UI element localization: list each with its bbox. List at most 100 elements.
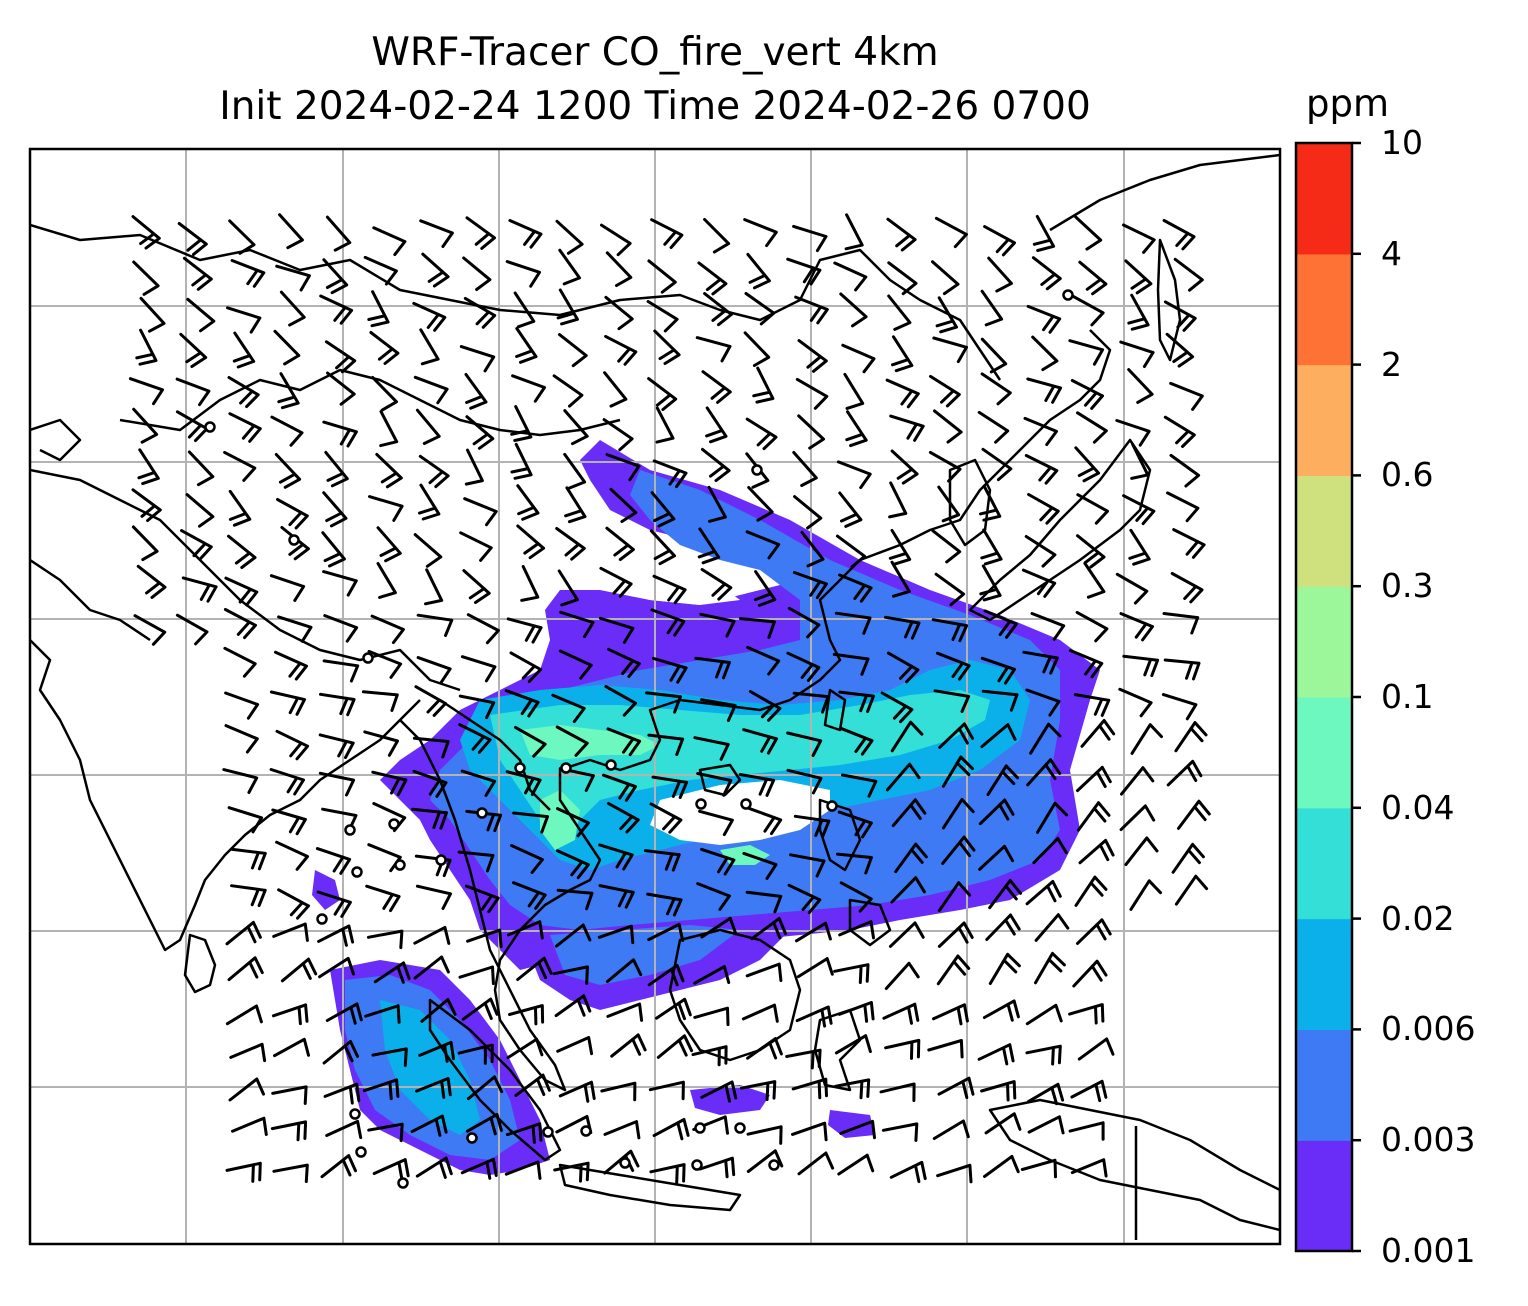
wind-barb bbox=[981, 447, 1013, 482]
wind-barb bbox=[466, 928, 503, 949]
wind-barb bbox=[1161, 693, 1198, 721]
wind-barb bbox=[603, 371, 628, 408]
wind-barb bbox=[748, 690, 782, 722]
wind-barb bbox=[362, 1078, 400, 1101]
wind-barb bbox=[650, 218, 684, 249]
wind-barb bbox=[793, 495, 823, 530]
wind-barb bbox=[934, 216, 968, 249]
wind-barb bbox=[884, 1038, 921, 1060]
wind-barb bbox=[1034, 951, 1066, 985]
wind-barb bbox=[460, 1157, 498, 1180]
wind-barb bbox=[598, 843, 634, 871]
wind-barb bbox=[879, 1082, 916, 1102]
wind-barb bbox=[838, 491, 863, 528]
wind-barb bbox=[516, 956, 553, 981]
wind-barb bbox=[372, 226, 407, 257]
wind-barb bbox=[931, 529, 962, 564]
wind-barb bbox=[652, 574, 687, 605]
wind-barb bbox=[319, 294, 354, 325]
wind-barb bbox=[229, 1042, 267, 1063]
wind-barb bbox=[1075, 610, 1109, 643]
wind-barb bbox=[787, 606, 821, 639]
wind-barb bbox=[984, 1112, 1022, 1135]
wind-barb bbox=[1080, 719, 1116, 748]
wind-barb bbox=[701, 447, 731, 483]
wind-barb bbox=[1077, 1037, 1115, 1061]
wind-barb bbox=[272, 1163, 309, 1183]
wind-barb bbox=[270, 415, 304, 447]
wind-barb bbox=[1078, 838, 1115, 865]
wind-barb bbox=[1026, 304, 1062, 334]
wind-barb bbox=[320, 1154, 357, 1179]
wind-barb bbox=[834, 1034, 872, 1055]
wind-barb bbox=[1076, 801, 1111, 832]
wind-barb bbox=[698, 1156, 736, 1179]
wind-barb bbox=[700, 698, 737, 722]
wind-barb bbox=[322, 570, 358, 597]
wind-barb bbox=[365, 884, 401, 913]
wind-barb bbox=[1076, 411, 1108, 444]
wind-barb bbox=[415, 408, 441, 445]
wind-barb bbox=[1068, 1003, 1105, 1025]
wind-barb bbox=[649, 802, 683, 834]
colorbar-tick-label: 0.001 bbox=[1381, 1231, 1476, 1270]
calm-wind-marker bbox=[580, 1125, 592, 1137]
wind-barb bbox=[880, 691, 914, 724]
wind-barb bbox=[555, 219, 584, 255]
co-tracer-plume bbox=[312, 440, 1100, 1175]
wind-barb bbox=[421, 252, 450, 288]
wind-barb bbox=[555, 725, 589, 757]
wind-barb bbox=[696, 882, 731, 911]
wind-barb bbox=[1122, 494, 1156, 526]
wind-barb bbox=[458, 965, 495, 985]
wind-barb bbox=[1120, 766, 1155, 796]
wind-barb bbox=[792, 451, 818, 487]
wind-barb bbox=[508, 1004, 545, 1026]
wind-barb bbox=[324, 450, 349, 488]
colorbar-segment bbox=[1296, 475, 1352, 587]
wind-barb bbox=[1169, 453, 1201, 488]
wind-barb bbox=[1122, 654, 1160, 678]
colorbar-tick-label: 0.6 bbox=[1381, 455, 1434, 495]
calm-wind-marker bbox=[740, 798, 752, 810]
wind-barb bbox=[841, 343, 876, 374]
wind-barb bbox=[937, 1076, 975, 1099]
wind-barb bbox=[602, 418, 634, 452]
colorbar-segment bbox=[1296, 143, 1352, 255]
wind-barb bbox=[279, 290, 306, 327]
wind-barb bbox=[552, 965, 589, 985]
wind-barb bbox=[556, 888, 594, 911]
wind-barb bbox=[326, 371, 356, 406]
wind-barb bbox=[1118, 687, 1153, 718]
wind-barb bbox=[1130, 443, 1150, 480]
wind-barb bbox=[225, 1161, 262, 1183]
wind-barb bbox=[746, 1149, 784, 1173]
wind-barb bbox=[411, 807, 448, 830]
wind-barb bbox=[739, 617, 776, 639]
wind-barb bbox=[465, 1113, 503, 1136]
wind-barb bbox=[656, 1034, 694, 1059]
wind-barb bbox=[131, 215, 161, 250]
wind-barb bbox=[983, 225, 1016, 257]
wind-barb bbox=[833, 1078, 871, 1100]
wind-barb bbox=[888, 481, 908, 519]
wind-barb bbox=[269, 768, 305, 796]
wind-barb bbox=[558, 649, 593, 680]
wind-barb bbox=[556, 1036, 594, 1056]
wind-barb bbox=[555, 849, 590, 880]
wind-barb bbox=[739, 1080, 777, 1101]
plume-high-2 bbox=[540, 790, 580, 850]
wind-barb bbox=[1130, 723, 1163, 755]
wind-barb bbox=[271, 808, 307, 836]
wind-barb bbox=[886, 651, 920, 684]
wind-barb bbox=[707, 485, 727, 523]
wind-barb bbox=[605, 958, 643, 983]
calm-wind-marker bbox=[204, 421, 216, 433]
wind-barb bbox=[693, 1006, 730, 1027]
wind-barb bbox=[652, 1118, 690, 1141]
wind-barb bbox=[1068, 1121, 1105, 1141]
wind-barb bbox=[554, 994, 592, 1018]
wind-barb bbox=[415, 1156, 453, 1179]
wind-barb bbox=[890, 876, 926, 904]
wind-barb bbox=[361, 690, 399, 712]
